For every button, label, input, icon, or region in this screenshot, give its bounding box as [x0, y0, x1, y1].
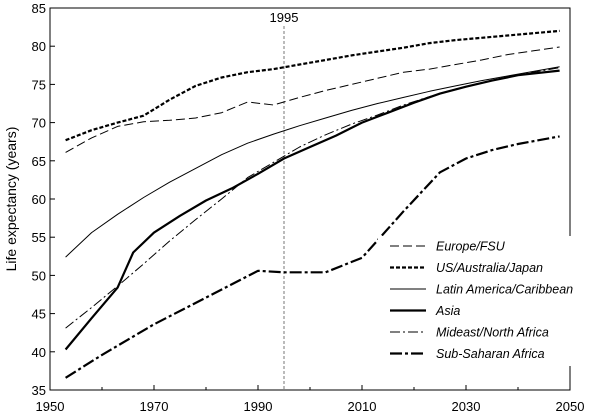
- series-line-latin-america-caribbean: [65, 66, 560, 258]
- legend-label-asia: Asia: [435, 304, 460, 318]
- y-tick-label: 65: [32, 154, 46, 169]
- legend-label-europe-fsu: Europe/FSU: [436, 240, 506, 254]
- legend-label-mideast-north-africa: Mideast/North Africa: [436, 326, 549, 340]
- annotations-layer: 1995: [270, 10, 299, 390]
- y-tick-label: 75: [32, 77, 46, 92]
- x-tick-label: 2010: [348, 399, 377, 414]
- legend-label-sub-saharan-africa: Sub-Saharan Africa: [436, 347, 545, 361]
- legend-box: [378, 236, 581, 366]
- legend-label-latin-america-caribbean: Latin America/Caribbean: [436, 283, 573, 297]
- series-line-us-australia-japan: [65, 29, 560, 142]
- series-line-sub-saharan-africa: [65, 135, 560, 379]
- legend-label-us-australia-japan: US/Australia/Japan: [436, 261, 543, 275]
- x-tick-label: 2030: [452, 399, 481, 414]
- y-tick-label: 60: [32, 192, 46, 207]
- x-tick-label: 1950: [36, 399, 65, 414]
- y-axis-title: Life expectancy (years): [3, 127, 19, 272]
- series-line-mideast-north-africa: [65, 67, 560, 329]
- series-layer: [64, 29, 560, 379]
- x-tick-label: 1970: [140, 399, 169, 414]
- y-tick-label: 80: [32, 39, 46, 54]
- y-tick-label: 70: [32, 116, 46, 131]
- y-tick-label: 55: [32, 230, 46, 245]
- legend: Europe/FSU US/Australia/Japan Latin Americ…: [378, 236, 581, 366]
- x-tick-label: 1990: [244, 399, 273, 414]
- y-axis: 35 40 45 50 55 60 65 70 75 80 85: [32, 1, 55, 398]
- y-tick-label: 85: [32, 1, 46, 16]
- reference-line-label: 1995: [270, 10, 299, 25]
- y-tick-label: 35: [32, 383, 46, 398]
- y-tick-label: 40: [32, 345, 46, 360]
- x-tick-label: 2050: [556, 399, 585, 414]
- y-tick-label: 45: [32, 307, 46, 322]
- y-tick-label: 50: [32, 268, 46, 283]
- x-axis: 1950 1970 1990 2010 2030 2050: [36, 385, 585, 414]
